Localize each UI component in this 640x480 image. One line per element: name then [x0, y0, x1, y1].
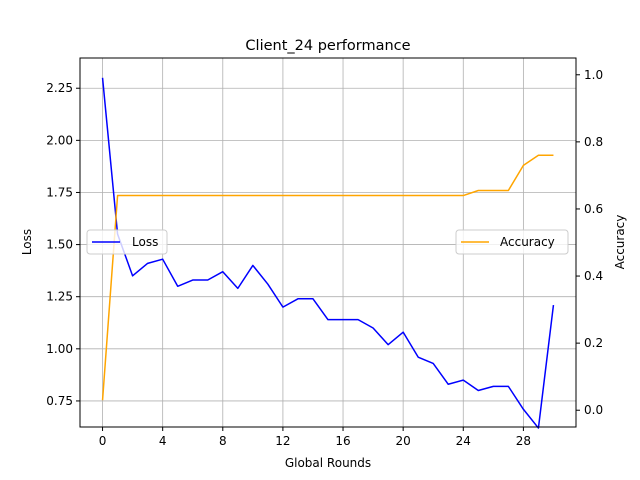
x-tick-label: 12 — [275, 434, 290, 448]
right-y-tick-label: 0.4 — [584, 269, 603, 283]
legend-accuracy-box — [455, 229, 569, 255]
legend-loss-box — [86, 229, 168, 255]
left-y-tick-label: 1.75 — [46, 185, 73, 199]
left-y-axis-label: Loss — [20, 229, 34, 255]
plot-frame — [79, 57, 577, 428]
left-y-tick-label: 1.00 — [46, 342, 73, 356]
series-layer — [101, 77, 555, 429]
x-tick-label: 16 — [335, 434, 350, 448]
right-y-axis-ticks: 0.0 0.2 0.4 0.6 0.8 1.0 — [576, 68, 603, 417]
left-y-tick-label: 1.50 — [46, 238, 73, 252]
left-y-tick-label: 0.75 — [46, 394, 73, 408]
series-line-accuracy — [101, 154, 554, 401]
legend-loss: Loss — [86, 229, 168, 255]
left-y-tick-label: 2.00 — [46, 133, 73, 147]
right-y-tick-label: 0.6 — [584, 202, 603, 216]
chart-title: Client_24 performance — [245, 38, 410, 54]
x-tick-label: 0 — [99, 434, 107, 448]
x-axis-ticks: 0 4 8 12 16 20 24 28 — [99, 427, 531, 448]
x-tick-label: 8 — [219, 434, 227, 448]
grid — [80, 58, 576, 427]
left-y-axis-ticks: 0.75 1.00 1.25 1.50 1.75 2.00 2.25 — [46, 81, 80, 408]
left-y-tick-label: 1.25 — [46, 290, 73, 304]
left-y-tick-label: 2.25 — [46, 81, 73, 95]
right-y-tick-label: 0.0 — [584, 403, 603, 417]
x-tick-label: 4 — [159, 434, 167, 448]
legend-loss-label: Loss — [132, 235, 158, 249]
right-y-tick-label: 1.0 — [584, 68, 603, 82]
legend-accuracy: Accuracy — [455, 229, 569, 255]
x-axis-label: Global Rounds — [285, 456, 371, 470]
right-y-tick-label: 0.2 — [584, 336, 603, 350]
series-line-loss — [101, 77, 555, 429]
right-y-axis-label: Accuracy — [613, 215, 627, 270]
x-tick-label: 24 — [456, 434, 471, 448]
right-y-tick-label: 0.8 — [584, 135, 603, 149]
legend-accuracy-label: Accuracy — [500, 235, 555, 249]
x-tick-label: 28 — [516, 434, 531, 448]
x-tick-label: 20 — [396, 434, 411, 448]
